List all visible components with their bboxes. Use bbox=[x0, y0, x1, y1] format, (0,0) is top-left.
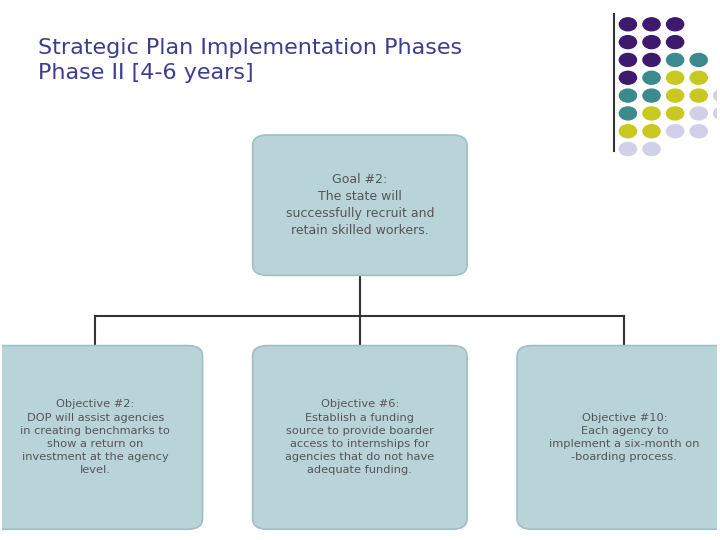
Circle shape bbox=[619, 89, 636, 102]
Circle shape bbox=[619, 143, 636, 156]
Circle shape bbox=[714, 107, 720, 120]
Circle shape bbox=[643, 18, 660, 31]
Circle shape bbox=[643, 125, 660, 138]
Circle shape bbox=[619, 71, 636, 84]
Circle shape bbox=[690, 107, 707, 120]
Circle shape bbox=[667, 71, 684, 84]
Circle shape bbox=[690, 125, 707, 138]
Text: Goal #2:
The state will
successfully recruit and
retain skilled workers.: Goal #2: The state will successfully rec… bbox=[286, 173, 434, 237]
Circle shape bbox=[619, 36, 636, 49]
Circle shape bbox=[667, 36, 684, 49]
Circle shape bbox=[667, 107, 684, 120]
Circle shape bbox=[643, 89, 660, 102]
Circle shape bbox=[643, 107, 660, 120]
Circle shape bbox=[667, 53, 684, 66]
FancyBboxPatch shape bbox=[0, 346, 202, 529]
Circle shape bbox=[643, 143, 660, 156]
Circle shape bbox=[690, 89, 707, 102]
Circle shape bbox=[690, 53, 707, 66]
Circle shape bbox=[619, 53, 636, 66]
Text: Objective #2:
DOP will assist agencies
in creating benchmarks to
show a return o: Objective #2: DOP will assist agencies i… bbox=[20, 400, 170, 475]
Circle shape bbox=[667, 89, 684, 102]
Text: Objective #6:
Establish a funding
source to provide boarder
access to internship: Objective #6: Establish a funding source… bbox=[285, 400, 434, 475]
FancyBboxPatch shape bbox=[517, 346, 720, 529]
Circle shape bbox=[667, 125, 684, 138]
Circle shape bbox=[619, 18, 636, 31]
Circle shape bbox=[643, 53, 660, 66]
Circle shape bbox=[667, 18, 684, 31]
Circle shape bbox=[643, 36, 660, 49]
Circle shape bbox=[714, 89, 720, 102]
Circle shape bbox=[619, 125, 636, 138]
FancyBboxPatch shape bbox=[253, 346, 467, 529]
Text: Objective #10:
Each agency to
implement a six-month on
-boarding process.: Objective #10: Each agency to implement … bbox=[549, 413, 700, 462]
Circle shape bbox=[690, 71, 707, 84]
FancyBboxPatch shape bbox=[253, 135, 467, 275]
Circle shape bbox=[619, 107, 636, 120]
Circle shape bbox=[643, 71, 660, 84]
Text: Strategic Plan Implementation Phases
Phase II [4-6 years]: Strategic Plan Implementation Phases Pha… bbox=[38, 38, 462, 83]
